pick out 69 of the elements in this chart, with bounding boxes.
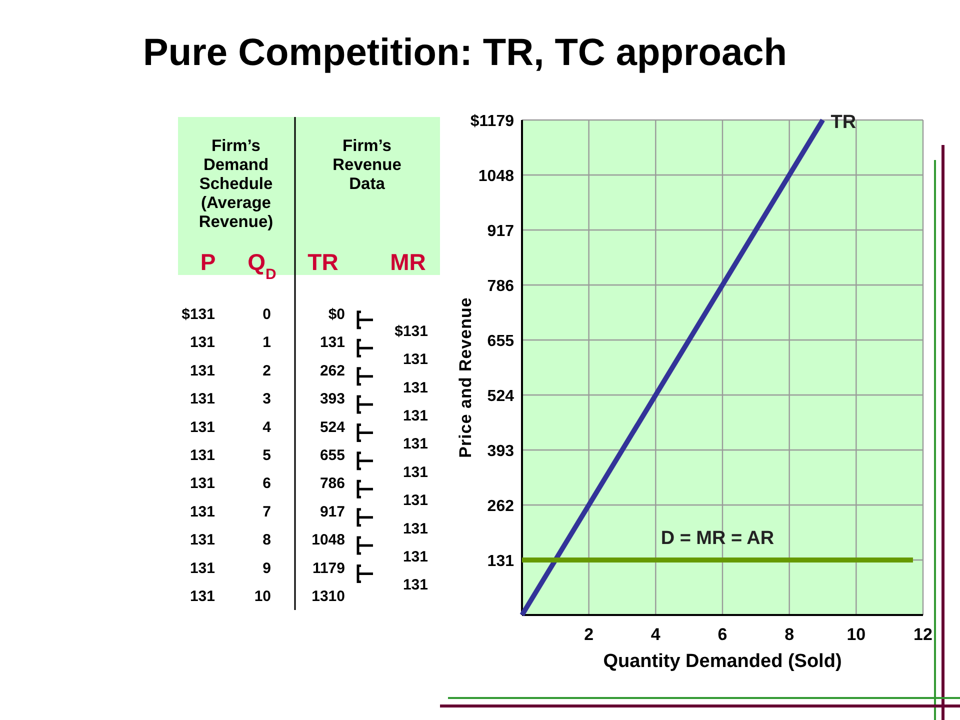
x-tick-label: P [200, 249, 216, 275]
data-label: 131 [190, 532, 215, 549]
data-label: 131 [402, 576, 428, 594]
y-tick-label: 262 [487, 498, 514, 515]
x-tick-label: 8 [784, 625, 794, 644]
data-label: 131 [402, 351, 428, 368]
data-label: 655 [320, 447, 345, 464]
data-label: 1 [262, 334, 271, 352]
x-tick-label: 6 [718, 625, 728, 644]
data-label: 262 [320, 362, 345, 380]
data-label: 131 [402, 520, 428, 538]
data-label: 131 [320, 334, 345, 352]
data-label: 393 [320, 390, 345, 408]
data-label: 0 [262, 306, 271, 323]
data-label: 131 [190, 418, 215, 436]
y-tick-label: 917 [487, 223, 514, 240]
data-label: 8 [262, 532, 271, 549]
y-tick-label: 524 [487, 388, 514, 405]
x-tick-label: MR [390, 249, 426, 275]
data-label: 131 [190, 362, 215, 380]
data-label: 786 [320, 475, 345, 492]
data-label: 131 [402, 379, 428, 396]
data-label: 131 [402, 436, 428, 453]
text: Firm’s Demand Schedule (Average Revenue) [198, 137, 274, 231]
data-label: 917 [320, 503, 345, 520]
x-tick-label: TR [308, 249, 339, 275]
data-label: 131 [402, 492, 428, 510]
data-label: 131 [190, 560, 215, 577]
x-tick-label: 2 [584, 625, 594, 644]
data-label: $0 [328, 306, 345, 323]
data-label: 131 [190, 503, 215, 520]
data-label: 524 [320, 418, 346, 436]
data-label: 2 [262, 362, 271, 380]
data-label: 7 [262, 503, 271, 520]
y-tick-label: 655 [487, 333, 514, 350]
data-label: 6 [262, 475, 271, 492]
data-label: 4 [262, 418, 272, 436]
data-label: 3 [262, 390, 271, 408]
data-label: 1179 [312, 560, 345, 577]
x-tick-label: 10 [846, 625, 866, 644]
data-label: $131 [182, 306, 215, 323]
y-tick-label: $1179 [470, 113, 514, 130]
data-label: 10 [254, 588, 271, 605]
data-label: 131 [190, 334, 215, 352]
data-label: 131 [402, 408, 428, 425]
chart-title: Pure Competition: TR, TC approach [143, 32, 787, 74]
data-label: 131 [190, 390, 215, 408]
y-tick-label: 1048 [478, 168, 514, 185]
data-label: 131 [402, 548, 428, 566]
data-label: 131 [190, 447, 215, 464]
text: Firm’s Revenue Data [332, 137, 402, 193]
data-label: 9 [262, 560, 271, 577]
series-label: TR [830, 112, 856, 133]
data-label: 131 [190, 475, 215, 492]
y-tick-label: 786 [487, 278, 514, 295]
x-tick-label: 4 [650, 625, 661, 644]
data-label: $131 [394, 322, 428, 340]
y-tick-label: 131 [487, 553, 514, 570]
x-tick-label: Q$_{D}$ [248, 249, 277, 282]
y-axis-title: Price and Revenue [456, 297, 475, 458]
series-label: D = MR = AR [660, 528, 774, 549]
y-tick-label: 393 [487, 443, 514, 460]
data-label: 131 [190, 588, 215, 605]
data-label: 5 [262, 447, 271, 464]
data-label: 1310 [312, 588, 345, 605]
data-label: 131 [402, 464, 428, 481]
data-label: 1048 [312, 532, 345, 549]
x-axis-title: Quantity Demanded (Sold) [603, 651, 842, 672]
x-tick-label: 12 [914, 625, 932, 644]
